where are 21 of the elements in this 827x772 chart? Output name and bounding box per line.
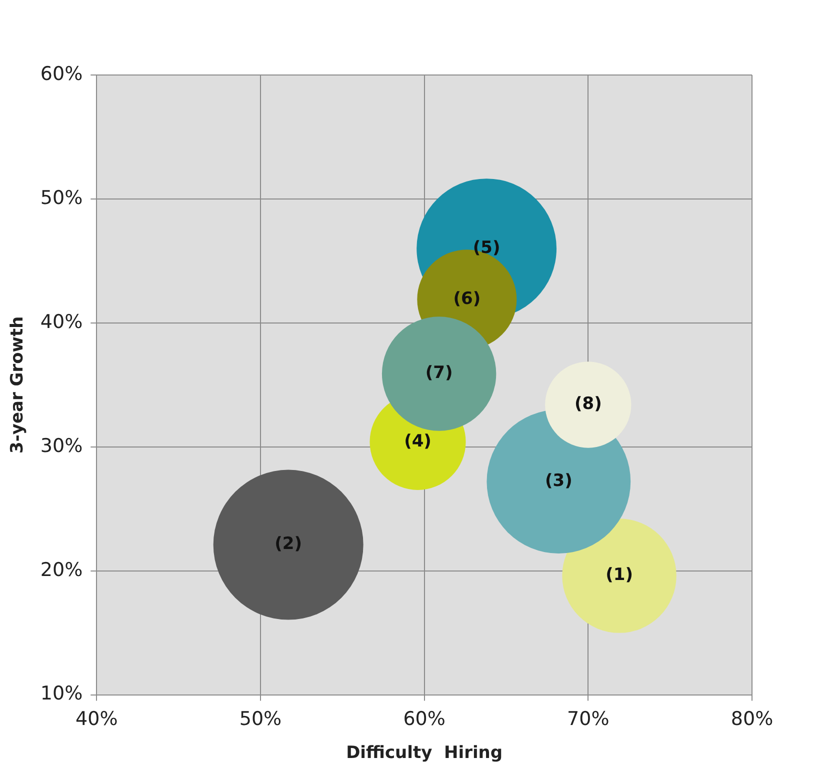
series-label: (3) xyxy=(544,471,572,492)
y-tick-label: 10% xyxy=(40,682,83,705)
series-label: (4) xyxy=(404,431,432,452)
series-label: (1) xyxy=(606,565,633,586)
y-tick-label: 20% xyxy=(40,558,83,581)
y-axis-title: 3-year Growth xyxy=(8,316,28,454)
x-tick-label: 60% xyxy=(403,708,446,730)
x-tick-label: 40% xyxy=(76,708,118,730)
series-label: (2) xyxy=(274,534,302,554)
y-tick-label: 50% xyxy=(40,186,83,209)
series-label: (7) xyxy=(425,363,453,384)
series-label: (5) xyxy=(472,238,500,258)
series-label: (8) xyxy=(574,394,602,414)
y-tick-label: 30% xyxy=(40,434,83,457)
x-axis-title: Difficulty Hiring xyxy=(346,743,503,764)
x-tick-label: 80% xyxy=(730,708,774,730)
x-tick-label: 50% xyxy=(239,708,282,730)
series-label: (6) xyxy=(453,288,481,309)
y-tick-label: 40% xyxy=(40,310,83,333)
x-tick-label: 70% xyxy=(567,708,610,730)
y-tick-label: 60% xyxy=(40,62,83,85)
